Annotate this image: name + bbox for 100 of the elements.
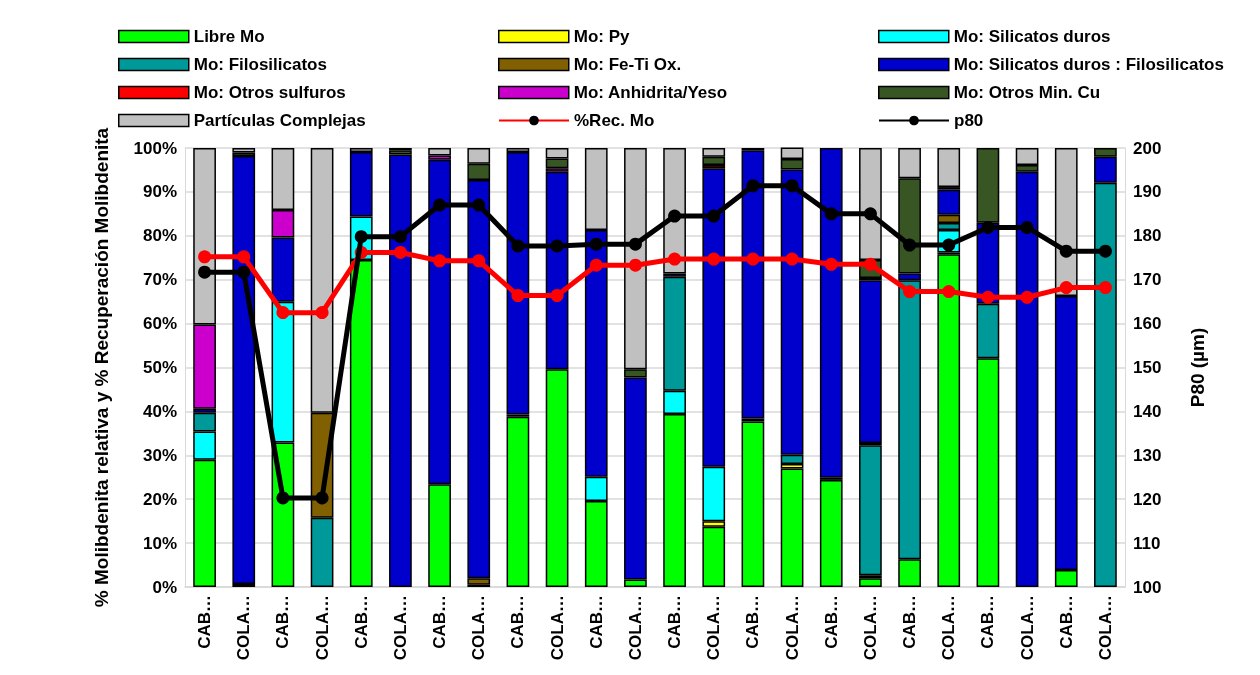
y2-axis-title: P80 (µm) — [1186, 327, 1208, 408]
point — [981, 220, 995, 234]
legend-label: Mo: Otros Min. Cu — [953, 83, 1101, 102]
point — [276, 306, 290, 320]
point — [315, 491, 329, 505]
legend-label: p80 — [954, 111, 984, 130]
point — [315, 306, 329, 320]
point — [550, 289, 564, 302]
point — [746, 252, 760, 266]
y-tick-label: 10% — [142, 533, 177, 553]
point — [707, 209, 721, 223]
point — [863, 207, 877, 221]
x-tick-label: COLA… — [234, 595, 254, 661]
x-tick-label: COLA… — [1095, 595, 1115, 661]
legend-label: Mo: Otros sulfuros — [193, 83, 346, 102]
point — [824, 257, 838, 271]
y2-tick-label: 110 — [1133, 533, 1161, 553]
x-tick-label: COLA… — [1017, 595, 1037, 661]
y2-tick-label: 150 — [1133, 358, 1162, 377]
point — [472, 254, 486, 268]
y2-tick-label: 160 — [1133, 314, 1162, 334]
x-tick-label: CAB… — [900, 595, 920, 649]
point — [785, 252, 799, 266]
point — [785, 179, 799, 193]
legend-label: Mo: Anhidrita/Yeso — [573, 83, 728, 102]
point — [511, 239, 525, 253]
point — [393, 245, 407, 259]
x-tick-label: COLA… — [469, 595, 489, 661]
point — [903, 285, 917, 299]
point — [276, 491, 290, 505]
y2-tick-label: 140 — [1133, 401, 1162, 421]
point — [668, 252, 682, 266]
y-tick-label: 20% — [142, 489, 177, 509]
x-tick-label: CAB… — [273, 595, 293, 649]
point — [589, 237, 603, 251]
y2-tick-label: 120 — [1133, 489, 1162, 509]
x-tick-label: COLA… — [860, 595, 880, 661]
y2-tick-label: 200 — [1133, 138, 1162, 158]
point — [589, 258, 603, 272]
point — [903, 238, 917, 252]
y2-tick-label: 100 — [1133, 577, 1162, 597]
y-tick-label: 30% — [142, 445, 177, 465]
y2-tick-label: 180 — [1133, 226, 1162, 246]
point — [198, 265, 212, 279]
point — [511, 289, 525, 302]
x-tick-label: COLA… — [704, 595, 724, 661]
bar — [937, 254, 961, 587]
y-tick-label: 90% — [142, 182, 177, 202]
y-tick-label: 50% — [142, 358, 177, 377]
x-tick-label: CAB… — [821, 595, 841, 649]
point — [668, 209, 682, 223]
bar — [859, 445, 882, 576]
point — [472, 198, 486, 212]
point — [433, 198, 447, 212]
x-tick-label: CAB… — [1056, 595, 1076, 649]
point — [1059, 281, 1073, 295]
y2-tick-label: 190 — [1133, 182, 1162, 202]
point — [628, 258, 642, 272]
x-tick-label: CAB… — [430, 595, 450, 649]
point — [707, 252, 721, 266]
x-tick-label: CAB… — [586, 595, 606, 649]
point — [746, 179, 760, 193]
bar — [859, 578, 882, 587]
bar — [232, 148, 256, 153]
bar — [506, 416, 530, 587]
y-tick-label: 40% — [142, 401, 177, 421]
x-tick-label: COLA… — [390, 595, 410, 661]
y-tick-label: 0% — [152, 577, 177, 597]
y-tick-label: 80% — [142, 226, 177, 246]
point — [433, 254, 447, 268]
x-tick-label: COLA… — [312, 595, 332, 661]
legend-label: Mo: Fe-Ti Ox. — [573, 55, 682, 74]
point — [1020, 220, 1034, 234]
point — [942, 285, 956, 299]
point — [628, 237, 642, 251]
point — [393, 230, 407, 244]
legend-label: Mo: Silicatos duros — [953, 27, 1111, 46]
y-tick-label: 100% — [133, 138, 177, 158]
x-tick-label: CAB… — [743, 595, 763, 649]
y-axis-title: % Molibdenita relativa y % Recuperación Molibdenita — [90, 127, 112, 608]
x-tick-label: CAB… — [665, 595, 685, 649]
point — [237, 265, 251, 279]
bar — [819, 479, 843, 587]
point — [1098, 244, 1112, 258]
legend-label: Mo: Silicatos duros : Filosilicatos — [953, 55, 1224, 74]
x-tick-label: COLA… — [547, 595, 567, 661]
x-tick-label: CAB… — [508, 595, 528, 649]
x-tick-label: CAB… — [195, 595, 215, 649]
point — [198, 250, 212, 264]
point — [1059, 244, 1073, 258]
point — [1020, 290, 1034, 304]
point — [981, 290, 995, 304]
x-tick-label: COLA… — [782, 595, 802, 661]
legend-label: Mo: Py — [573, 27, 631, 46]
bar — [428, 148, 451, 156]
point — [824, 207, 838, 221]
y-tick-label: 70% — [142, 270, 177, 290]
x-tick-label: CAB… — [351, 595, 371, 649]
x-tick-label: CAB… — [978, 595, 998, 649]
legend-label: Partículas Complejas — [193, 111, 366, 130]
